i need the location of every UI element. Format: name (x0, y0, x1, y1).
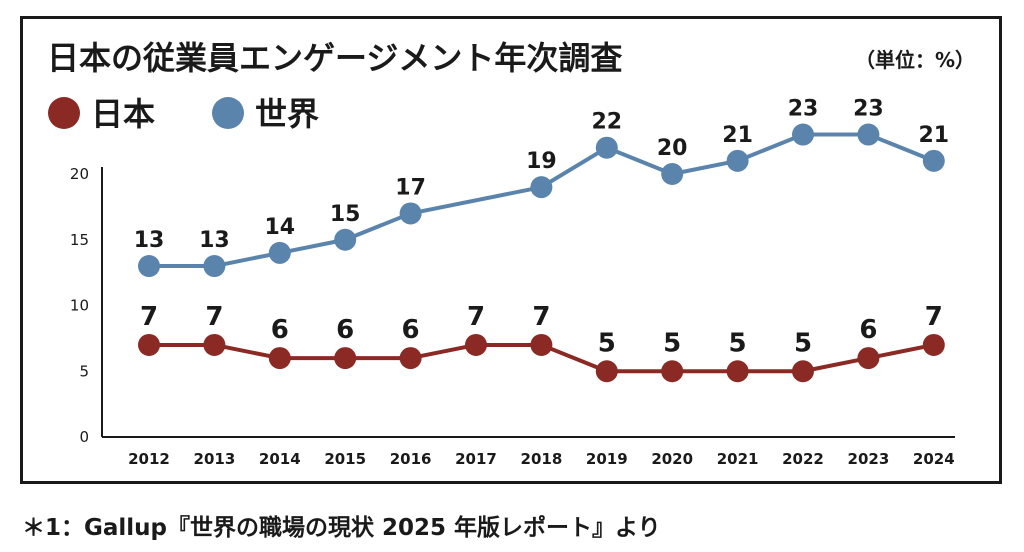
data-label-world: 23 (853, 97, 884, 122)
data-point-japan (268, 347, 291, 370)
x-tick-label: 2022 (782, 450, 824, 468)
data-label-japan: 6 (859, 315, 877, 345)
y-tick-label: 15 (70, 231, 89, 249)
data-label-japan: 6 (402, 315, 420, 345)
y-tick-label: 0 (79, 428, 89, 446)
data-label-japan: 7 (205, 302, 223, 332)
x-tick-label: 2019 (586, 450, 628, 468)
data-point-japan (399, 347, 422, 370)
data-point-japan (203, 333, 226, 356)
source-footnote: ＊1：Gallup『世界の職場の現状 2025 年版レポート』より (22, 515, 661, 541)
data-label-japan: 6 (336, 315, 354, 345)
data-label-japan: 5 (794, 328, 812, 358)
x-tick-label: 2023 (848, 450, 890, 468)
data-point-world (792, 123, 814, 146)
x-tick-label: 2020 (651, 450, 693, 468)
data-label-world: 19 (526, 149, 557, 174)
legend: 日本 世界 (48, 95, 319, 133)
data-label-world: 21 (722, 123, 753, 148)
data-point-world (857, 123, 880, 146)
data-label-japan: 5 (663, 328, 681, 358)
chart-svg: 日本の従業員エンゲージメント年次調査 （単位：%） 日本 世界 0 5 10 15 20… (47, 39, 975, 468)
data-point-world (530, 176, 553, 199)
data-point-world (138, 255, 160, 278)
data-label-japan: 7 (140, 302, 158, 332)
chart-frame: 日本の従業員エンゲージメント年次調査 （単位：%） 日本 世界 0 5 10 15 20… (20, 16, 1002, 484)
legend-label-japan: 日本 (91, 95, 155, 133)
data-label-world: 14 (264, 215, 295, 240)
data-point-japan (922, 333, 945, 356)
data-point-world (922, 149, 945, 172)
data-label-world: 17 (395, 175, 426, 200)
data-point-japan (530, 333, 553, 356)
data-label-japan: 5 (729, 328, 747, 358)
data-point-japan (792, 360, 814, 383)
data-point-world (268, 241, 291, 264)
data-point-japan (726, 360, 749, 383)
legend-label-world: 世界 (255, 95, 319, 133)
x-tick-label: 2016 (390, 450, 432, 468)
data-label-world: 23 (788, 97, 819, 122)
x-tick-label: 2017 (455, 450, 497, 468)
data-point-world (595, 136, 618, 159)
data-point-world (726, 149, 749, 172)
data-point-japan (138, 333, 160, 356)
data-label-world: 15 (330, 202, 361, 227)
x-tick-label: 2021 (717, 450, 759, 468)
data-label-world: 13 (199, 228, 230, 253)
data-point-japan (465, 333, 487, 356)
legend-marker-japan (48, 97, 80, 129)
data-label-japan: 7 (925, 302, 943, 332)
data-label-japan: 7 (467, 302, 485, 332)
data-label-world: 22 (591, 110, 622, 135)
data-point-world (334, 228, 357, 251)
data-label-japan: 5 (598, 328, 616, 358)
x-tick-label: 2014 (259, 450, 301, 468)
y-tick-label: 5 (79, 362, 89, 380)
y-tick-label: 10 (70, 297, 89, 315)
x-tick-label: 2018 (521, 450, 563, 468)
data-point-world (203, 255, 226, 278)
data-point-world (661, 163, 684, 185)
y-tick-label: 20 (70, 165, 89, 183)
data-label-world: 13 (134, 228, 165, 253)
data-point-japan (595, 360, 618, 383)
data-point-world (399, 202, 422, 225)
data-point-japan (661, 360, 684, 383)
data-label-world: 20 (657, 136, 688, 161)
unit-label: （単位：%） (855, 48, 975, 72)
x-tick-label: 2013 (194, 450, 236, 468)
chart-title: 日本の従業員エンゲージメント年次調査 (47, 39, 622, 77)
x-tick-label: 2012 (128, 450, 170, 468)
x-tick-label: 2015 (324, 450, 366, 468)
legend-marker-world (212, 97, 244, 129)
x-tick-label: 2024 (913, 450, 955, 468)
data-point-japan (857, 347, 880, 370)
data-label-japan: 7 (532, 302, 550, 332)
data-label-japan: 6 (271, 315, 289, 345)
data-label-world: 21 (918, 123, 949, 148)
data-point-japan (334, 347, 357, 370)
